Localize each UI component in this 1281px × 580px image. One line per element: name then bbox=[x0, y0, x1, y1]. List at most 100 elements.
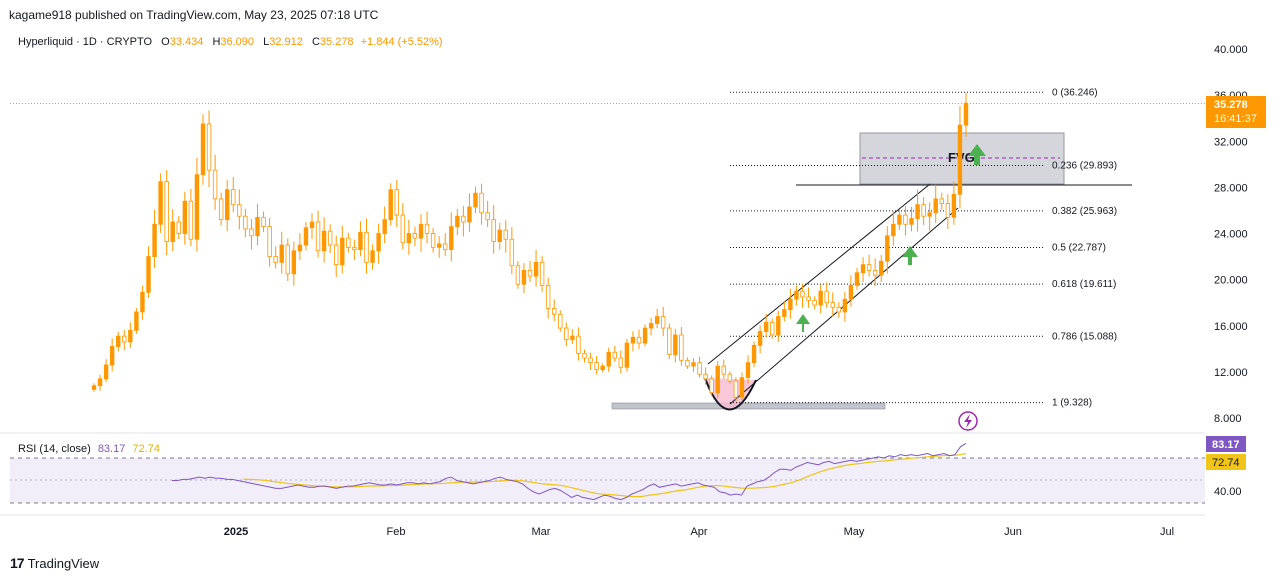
candle-body bbox=[806, 296, 811, 301]
open-label: O bbox=[161, 36, 170, 48]
candle-body bbox=[885, 235, 890, 262]
candle-body bbox=[473, 192, 478, 208]
candle-body bbox=[218, 198, 224, 221]
candle-body bbox=[697, 362, 702, 375]
candle-body bbox=[443, 243, 448, 251]
rsi-legend-ma: 72.74 bbox=[132, 443, 160, 455]
candle-body bbox=[406, 233, 412, 244]
candle-body bbox=[358, 231, 363, 251]
candle-body bbox=[739, 377, 745, 398]
candle-body bbox=[763, 321, 769, 332]
fib-level-label: 0.618 (19.611) bbox=[1052, 279, 1116, 290]
low-value: 32.912 bbox=[269, 36, 303, 48]
candle-body bbox=[170, 221, 175, 242]
candle-body bbox=[97, 378, 103, 387]
candle-body bbox=[140, 291, 145, 313]
candle-body bbox=[449, 226, 454, 251]
candle-body bbox=[376, 233, 381, 252]
candle-body bbox=[103, 364, 109, 380]
price-axis-tick: 12.000 bbox=[1214, 367, 1248, 379]
candle-body bbox=[91, 385, 97, 390]
candle-body bbox=[872, 269, 878, 276]
last-price-value: 35.278 bbox=[1214, 99, 1248, 111]
time-axis: 2025 Feb Mar Apr May Jun Jul bbox=[224, 526, 1174, 538]
candle-body bbox=[879, 260, 884, 276]
candle-body bbox=[679, 334, 684, 361]
candle-body bbox=[957, 124, 963, 195]
candle-body bbox=[673, 334, 678, 355]
candle-body bbox=[467, 206, 472, 223]
high-value: 36.090 bbox=[220, 36, 255, 48]
symbol-name[interactable]: Hyperliquid · 1D · CRYPTO bbox=[18, 36, 153, 48]
price-axis-tick: 28.000 bbox=[1214, 182, 1248, 194]
candle-body bbox=[152, 223, 157, 257]
candle-body bbox=[521, 269, 527, 285]
candle-body bbox=[612, 351, 617, 359]
candle-body bbox=[261, 216, 266, 227]
fib-level-label: 1 (9.328) bbox=[1052, 398, 1092, 409]
candle-body bbox=[933, 198, 938, 214]
support-zone bbox=[611, 402, 886, 410]
time-axis-tick: May bbox=[844, 526, 865, 538]
candle-body bbox=[291, 250, 297, 275]
candle-body bbox=[636, 336, 642, 344]
candle-body bbox=[588, 357, 593, 364]
candle-body bbox=[237, 204, 242, 217]
close-value: 35.278 bbox=[319, 36, 354, 48]
low-label: L bbox=[263, 36, 270, 48]
candle-body bbox=[297, 244, 303, 252]
candle-body bbox=[200, 123, 206, 176]
candle-body bbox=[594, 362, 599, 370]
candle-body bbox=[897, 214, 902, 225]
arrow-up-icon bbox=[796, 314, 810, 332]
candle-body bbox=[212, 169, 218, 200]
candle-body bbox=[321, 230, 327, 252]
candle-body bbox=[691, 362, 696, 367]
candle-body bbox=[394, 189, 399, 216]
countdown-value: 16:41:37 bbox=[1214, 113, 1257, 125]
candle-body bbox=[552, 308, 557, 315]
candle-body bbox=[346, 237, 351, 248]
candle-body bbox=[909, 218, 914, 225]
symbol-legend: Hyperliquid · 1D · CRYPTO O33.434 H36.09… bbox=[18, 36, 443, 48]
candle-body bbox=[231, 189, 236, 206]
rsi-ma-line bbox=[243, 453, 967, 498]
candle-body bbox=[315, 221, 321, 252]
candle-body bbox=[370, 250, 375, 263]
candle-body bbox=[661, 316, 666, 329]
candle-body bbox=[836, 306, 842, 313]
candle-body bbox=[364, 231, 369, 263]
fib-level-label: 0.786 (15.088) bbox=[1052, 331, 1117, 342]
rsi-legend: RSI (14, close) 83.17 72.74 bbox=[18, 443, 160, 455]
candle-body bbox=[703, 373, 708, 380]
candle-body bbox=[812, 299, 817, 306]
rsi-band bbox=[10, 458, 1205, 503]
candle-body bbox=[648, 323, 654, 329]
fib-level-label: 0.236 (29.893) bbox=[1052, 161, 1117, 172]
candle-body bbox=[624, 342, 630, 368]
candle-body bbox=[891, 223, 896, 237]
rsi-legend-value: 83.17 bbox=[97, 443, 126, 455]
candle-body bbox=[576, 335, 581, 354]
last-price-badge: 35.278 16:41:37 bbox=[1206, 96, 1266, 128]
lightning-icon bbox=[958, 411, 978, 431]
high-label: H bbox=[212, 36, 221, 48]
candle-body bbox=[255, 216, 260, 237]
candle-body bbox=[164, 181, 169, 242]
footer[interactable]: 17 TradingView bbox=[10, 555, 99, 571]
time-axis-tick: Apr bbox=[690, 526, 707, 538]
arrow-up-icon bbox=[968, 144, 986, 165]
price-axis-tick: 32.000 bbox=[1214, 136, 1248, 148]
candle-body bbox=[382, 219, 387, 234]
time-axis-tick: Jul bbox=[1160, 526, 1174, 538]
candle-body bbox=[800, 290, 805, 298]
candle-body bbox=[715, 365, 720, 394]
rsi-value: 83.17 bbox=[1212, 439, 1240, 451]
candle-body bbox=[515, 265, 521, 285]
candles bbox=[91, 93, 969, 402]
rsi-label[interactable]: RSI (14, close) bbox=[18, 443, 91, 455]
price-axis-tick: 20.000 bbox=[1214, 275, 1248, 287]
candle-body bbox=[243, 215, 248, 230]
candle-body bbox=[830, 302, 835, 308]
